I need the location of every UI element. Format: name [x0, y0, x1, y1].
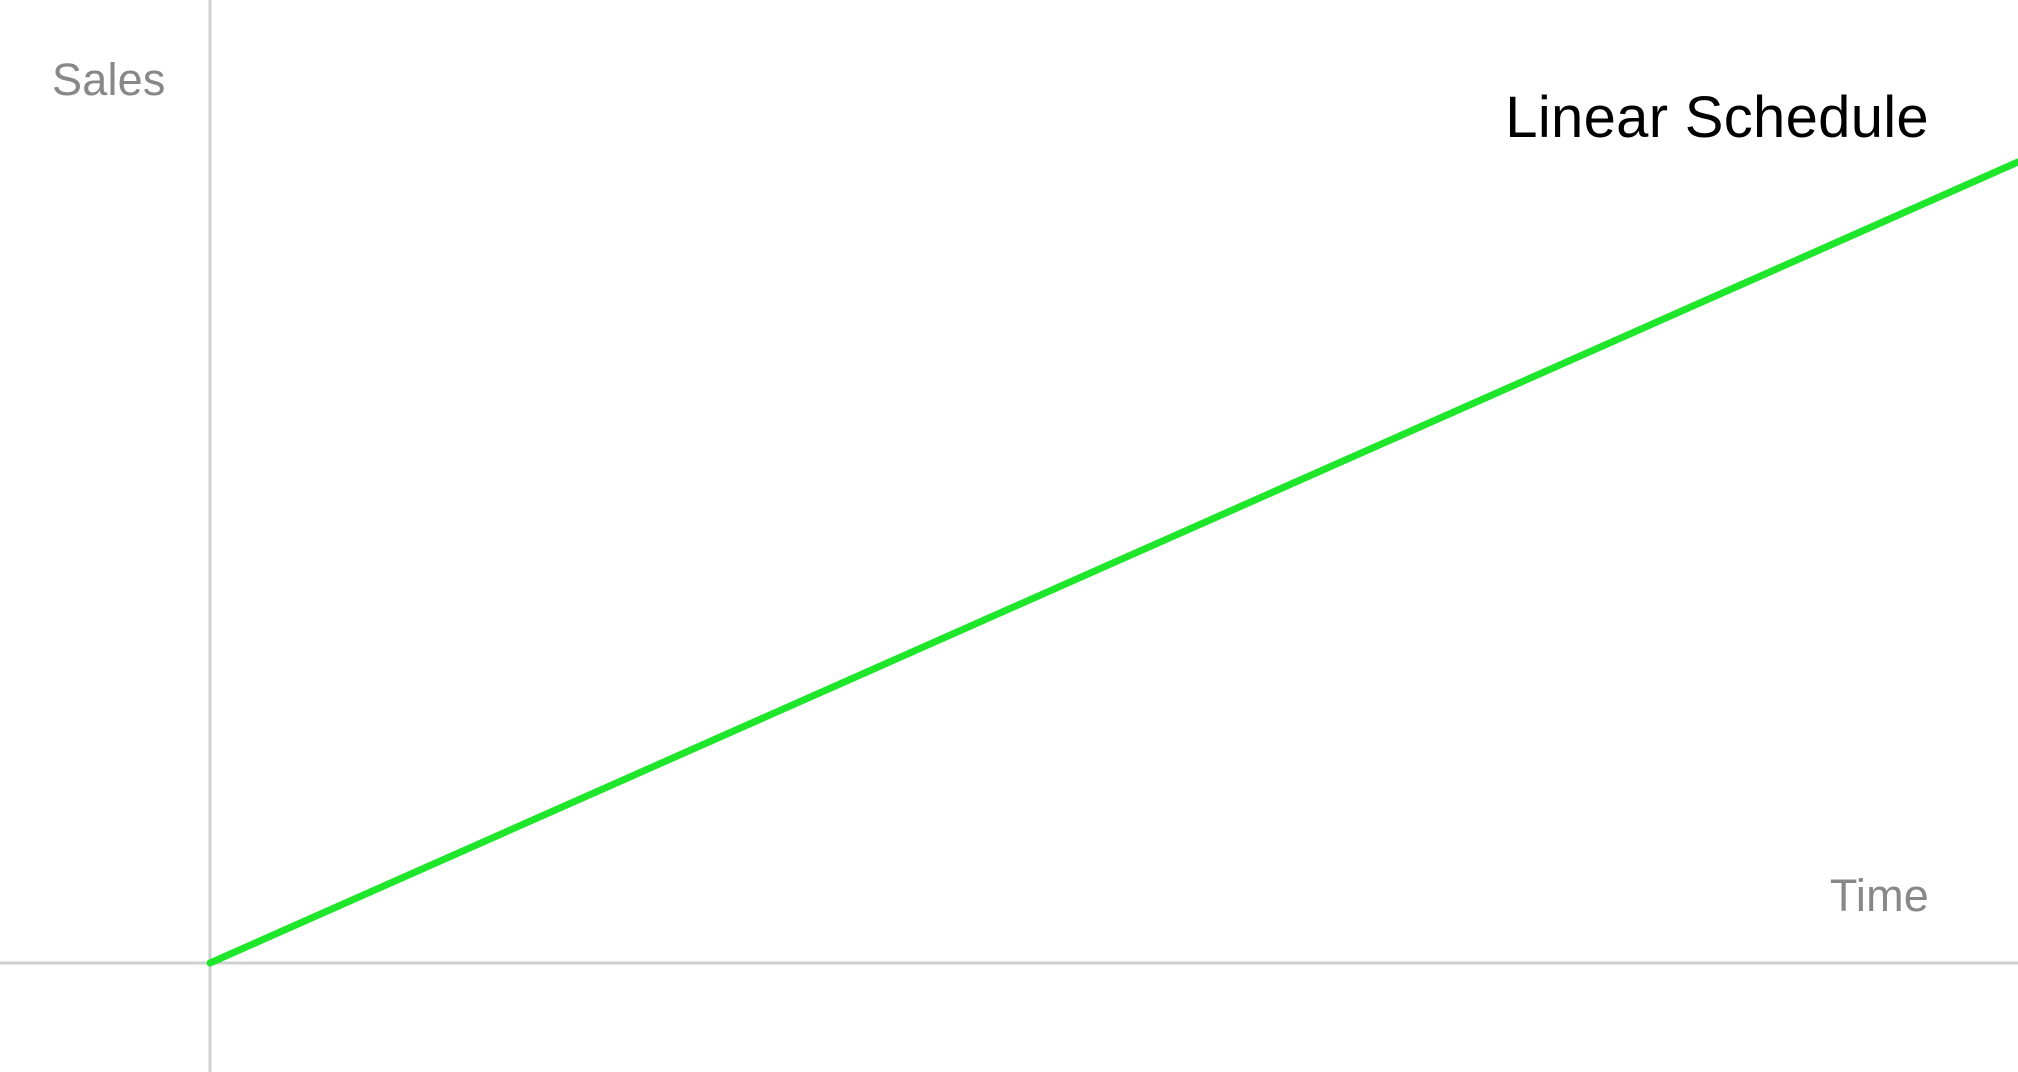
chart-title: Linear Schedule	[1505, 85, 1929, 150]
series-layer	[206, 158, 2018, 967]
x-axis-label: Time	[1829, 870, 1929, 921]
y-axis-label: Sales	[52, 54, 166, 105]
series-line-0	[206, 158, 2018, 967]
